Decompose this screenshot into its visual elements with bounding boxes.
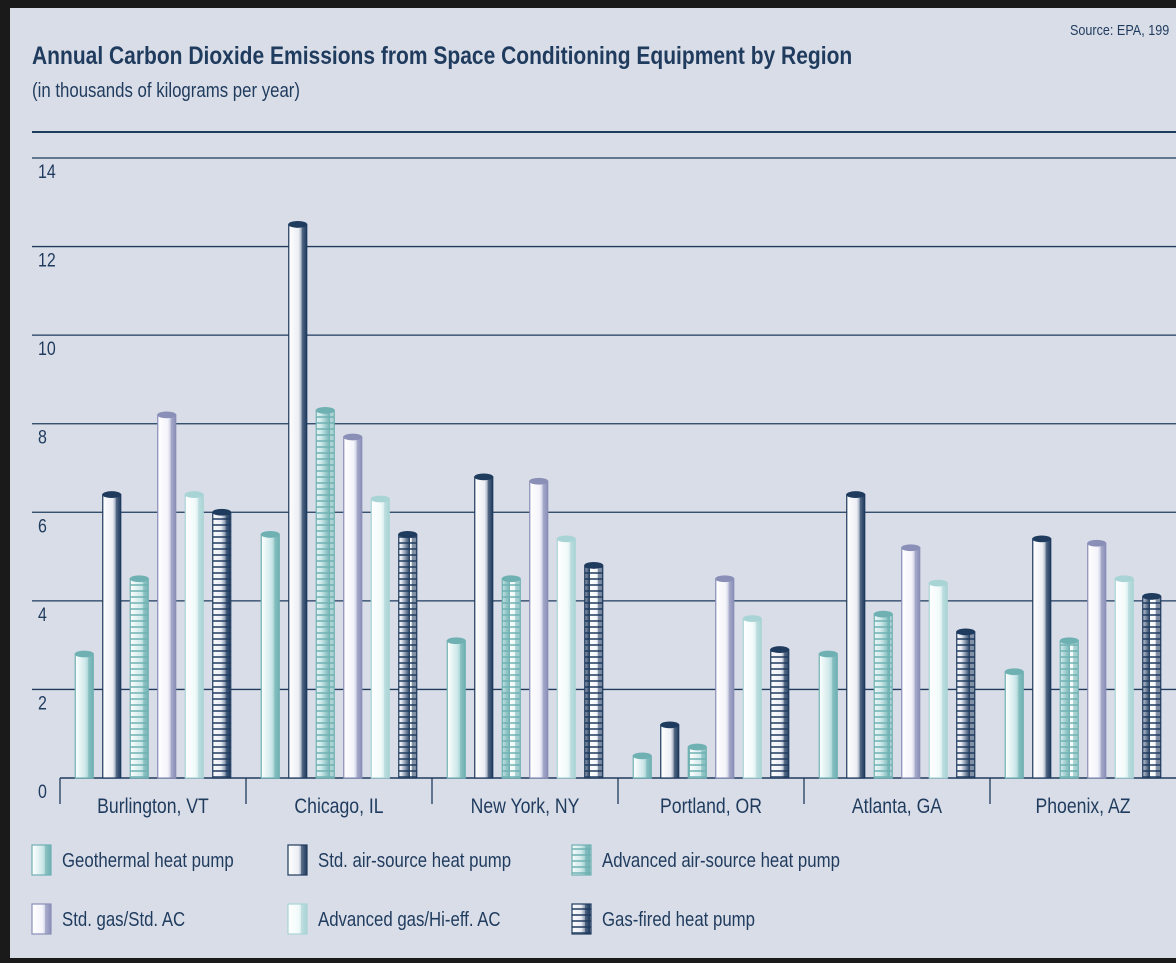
x-tick-label: Chicago, IL <box>294 795 383 819</box>
bar <box>1004 668 1024 779</box>
y-tick-label: 4 <box>38 604 47 626</box>
bar <box>956 628 976 779</box>
x-tick-label: Portland, OR <box>660 795 762 819</box>
legend-item: Geothermal heat pump <box>31 844 234 876</box>
x-tick-label: New York, NY <box>471 795 580 819</box>
bar <box>846 491 866 779</box>
bar <box>1032 535 1052 779</box>
bar <box>928 579 948 779</box>
labels-layer: 0 2 4 6 8 10 12 14 Burlington, VT Chicago, IL New … <box>38 161 1131 819</box>
bar <box>315 407 335 779</box>
bar <box>184 491 204 779</box>
bar <box>818 650 838 779</box>
bar <box>398 531 418 779</box>
bar <box>446 637 466 779</box>
bar <box>212 508 232 779</box>
bar <box>715 575 735 779</box>
bar <box>1142 593 1162 779</box>
legend-label: Advanced gas/Hi-eff. AC <box>318 908 501 931</box>
bar <box>584 562 604 779</box>
bar <box>660 721 680 779</box>
bar <box>157 411 177 779</box>
bar <box>370 495 390 779</box>
legend-item: Std. gas/Std. AC <box>31 903 185 935</box>
bar <box>102 491 122 779</box>
source-note: Source: EPA, 199 <box>1070 22 1170 39</box>
x-tick-label: Atlanta, GA <box>852 795 942 819</box>
legend-label: Std. gas/Std. AC <box>62 908 185 931</box>
bar <box>1087 539 1107 779</box>
legend-item: Advanced air-source heat pump <box>571 844 840 876</box>
bar <box>632 752 652 779</box>
bar <box>501 575 521 779</box>
bar <box>288 221 308 779</box>
x-tick-label: Phoenix, AZ <box>1035 795 1130 819</box>
y-tick-label: 14 <box>38 161 56 183</box>
bar <box>742 615 762 779</box>
bar <box>873 610 893 779</box>
x-tick-label: Burlington, VT <box>97 795 209 819</box>
bar <box>687 743 707 779</box>
bar <box>529 477 549 779</box>
chart-frame: Annual Carbon Dioxide Emissions from Spa… <box>10 8 1176 958</box>
bar <box>474 473 494 779</box>
y-tick-label: 0 <box>38 781 47 803</box>
legend-item: Gas-fired heat pump <box>571 903 755 935</box>
legend-label: Geothermal heat pump <box>62 849 234 872</box>
legend-label: Std. air-source heat pump <box>318 849 511 872</box>
chart-plot: 0 2 4 6 8 10 12 14 Burlington, VT Chicago, IL New … <box>31 131 1176 935</box>
bars-layer <box>74 221 1162 779</box>
bar <box>1114 575 1134 779</box>
bar <box>556 535 576 779</box>
y-tick-label: 6 <box>38 515 47 537</box>
legend-item: Std. air-source heat pump <box>287 844 511 876</box>
grid-layer <box>32 131 1176 804</box>
legend-layer: Geothermal heat pump Std. air-source heat… <box>31 844 840 935</box>
bar <box>260 531 280 779</box>
y-tick-label: 10 <box>38 338 56 360</box>
y-tick-label: 8 <box>38 426 47 448</box>
legend-item: Advanced gas/Hi-eff. AC <box>287 903 501 935</box>
y-tick-label: 2 <box>38 692 47 714</box>
legend-label: Advanced air-source heat pump <box>602 849 840 872</box>
bar <box>343 433 363 779</box>
bar <box>129 575 149 779</box>
bar <box>1059 637 1079 779</box>
bar <box>901 544 921 779</box>
y-tick-label: 12 <box>38 249 56 271</box>
legend-label: Gas-fired heat pump <box>602 908 755 931</box>
bar <box>770 646 790 779</box>
chart-subtitle: (in thousands of kilograms per year) <box>32 80 300 102</box>
chart-title: Annual Carbon Dioxide Emissions from Spa… <box>32 42 853 70</box>
bar <box>74 650 94 779</box>
